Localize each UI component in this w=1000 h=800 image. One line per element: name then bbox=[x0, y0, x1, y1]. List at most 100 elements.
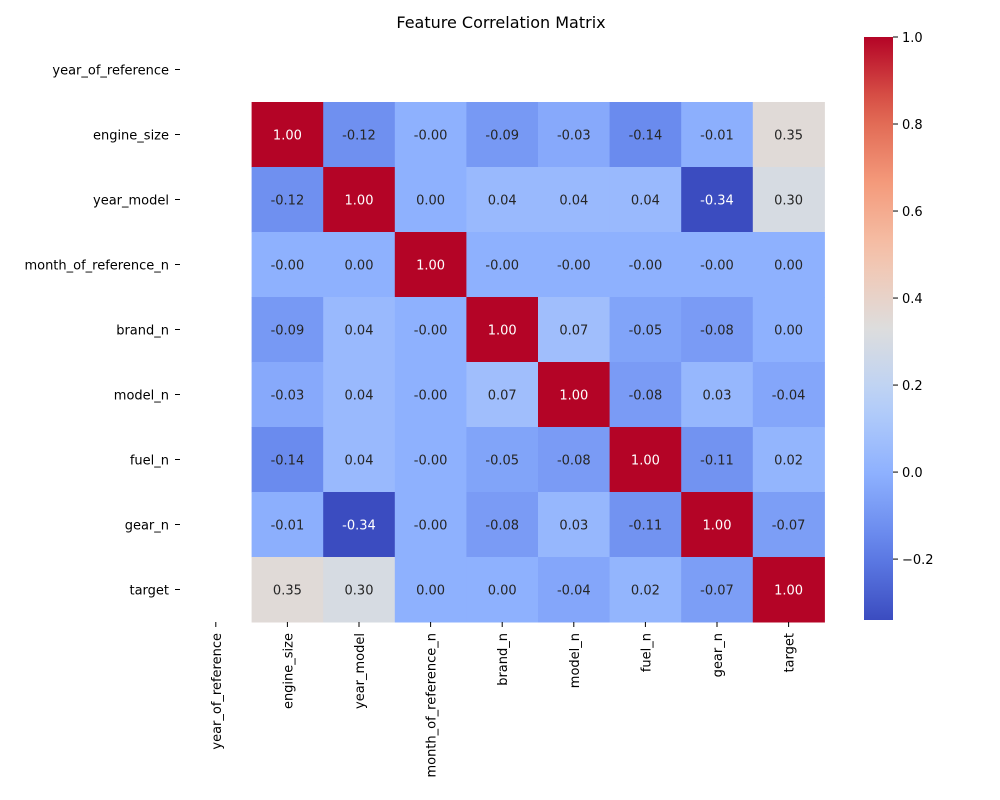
heatmap-cell bbox=[609, 557, 682, 623]
heatmap-cell bbox=[251, 102, 324, 168]
column-tick-label: brand_n bbox=[496, 633, 511, 686]
cell-value-label: -0.00 bbox=[700, 259, 734, 274]
cell-value-label: 1.00 bbox=[488, 324, 517, 339]
heatmap-cell bbox=[681, 427, 754, 493]
heatmap-cell bbox=[251, 232, 324, 298]
cell-value-label: 0.07 bbox=[488, 389, 517, 404]
heatmap-cell bbox=[394, 362, 467, 428]
cell-value-label: -0.00 bbox=[271, 259, 305, 274]
heatmap-cell bbox=[609, 427, 682, 493]
heatmap-cell bbox=[609, 362, 682, 428]
row-tick-label: fuel_n bbox=[130, 454, 169, 469]
heatmap-cell bbox=[323, 492, 396, 558]
cell-value-label: -0.01 bbox=[271, 519, 305, 534]
heatmap-cell bbox=[323, 427, 396, 493]
cell-value-label: -0.01 bbox=[700, 129, 734, 144]
cell-value-label: 0.04 bbox=[345, 324, 374, 339]
colorbar-tick-label: 1.0 bbox=[902, 31, 923, 46]
cell-value-label: 1.00 bbox=[559, 389, 588, 404]
cell-value-label: 0.00 bbox=[774, 324, 803, 339]
heatmap-cell bbox=[538, 232, 611, 298]
cell-value-label: 1.00 bbox=[416, 259, 445, 274]
cell-value-label: -0.00 bbox=[414, 324, 448, 339]
cell-value-label: 1.00 bbox=[703, 519, 732, 534]
heatmap-cell bbox=[394, 232, 467, 298]
cell-value-label: -0.12 bbox=[271, 194, 305, 209]
cell-value-label: -0.00 bbox=[485, 259, 519, 274]
heatmap-cell bbox=[538, 557, 611, 623]
cell-value-label: 0.00 bbox=[345, 259, 374, 274]
row-tick-label: gear_n bbox=[125, 519, 169, 534]
cell-value-label: 0.07 bbox=[559, 324, 588, 339]
chart-title: Feature Correlation Matrix bbox=[396, 13, 605, 32]
cell-value-label: -0.04 bbox=[772, 389, 806, 404]
column-tick-label: year_of_reference bbox=[210, 633, 225, 750]
cell-value-label: 0.04 bbox=[631, 194, 660, 209]
column-tick-labels: year_of_reference engine_size year_model mo… bbox=[210, 622, 798, 778]
heatmap-cell bbox=[394, 557, 467, 623]
heatmap-cell bbox=[323, 102, 396, 168]
heatmap-cell bbox=[681, 557, 754, 623]
heatmap-cell bbox=[752, 232, 825, 298]
cell-value-label: -0.09 bbox=[485, 129, 519, 144]
cell-value-label: -0.00 bbox=[629, 259, 663, 274]
cell-value-label: 0.30 bbox=[774, 194, 803, 209]
cell-value-label: 1.00 bbox=[345, 194, 374, 209]
cell-value-label: -0.09 bbox=[271, 324, 305, 339]
heatmap-cell bbox=[681, 297, 754, 363]
colorbar-tick-label: −0.2 bbox=[902, 553, 934, 568]
cell-value-label: 0.02 bbox=[631, 584, 660, 599]
cell-value-label: -0.03 bbox=[271, 389, 305, 404]
heatmap-cell bbox=[251, 557, 324, 623]
heatmap-cell bbox=[323, 557, 396, 623]
row-tick-label: month_of_reference_n bbox=[24, 259, 169, 274]
heatmap-cell bbox=[251, 167, 324, 233]
heatmap-cell bbox=[251, 427, 324, 493]
cell-value-label: -0.00 bbox=[414, 519, 448, 534]
heatmap-cell bbox=[609, 167, 682, 233]
column-tick-label: month_of_reference_n bbox=[425, 633, 440, 778]
row-tick-label: year_of_reference bbox=[52, 64, 169, 79]
cell-value-label: 0.04 bbox=[488, 194, 517, 209]
heatmap-cell bbox=[251, 362, 324, 428]
heatmap-cell bbox=[394, 492, 467, 558]
colorbar-tick-label: 0.0 bbox=[902, 466, 923, 481]
cell-value-label: -0.05 bbox=[629, 324, 663, 339]
heatmap-cell bbox=[466, 362, 539, 428]
cell-value-label: 1.00 bbox=[774, 584, 803, 599]
heatmap-cell bbox=[538, 167, 611, 233]
heatmap-cell bbox=[609, 297, 682, 363]
heatmap-cell bbox=[323, 167, 396, 233]
cell-value-label: -0.04 bbox=[557, 584, 591, 599]
heatmap-cell bbox=[681, 102, 754, 168]
heatmap-cell bbox=[752, 167, 825, 233]
row-tick-labels: year_of_reference engine_size year_modelmo… bbox=[24, 64, 180, 599]
heatmap-cell bbox=[681, 167, 754, 233]
cell-value-label: -0.34 bbox=[342, 519, 376, 534]
heatmap-cell bbox=[681, 232, 754, 298]
cell-value-label: 0.03 bbox=[559, 519, 588, 534]
row-tick-label: target bbox=[129, 584, 169, 599]
cell-value-label: -0.03 bbox=[557, 129, 591, 144]
cell-value-label: 0.00 bbox=[488, 584, 517, 599]
heatmap-cell bbox=[752, 362, 825, 428]
cell-value-label: -0.05 bbox=[485, 454, 519, 469]
cell-value-label: -0.08 bbox=[485, 519, 519, 534]
cell-value-label: -0.11 bbox=[629, 519, 663, 534]
cell-value-label: -0.00 bbox=[414, 129, 448, 144]
column-tick-label: engine_size bbox=[281, 633, 296, 709]
heatmap-cell bbox=[251, 492, 324, 558]
heatmap-cell bbox=[609, 232, 682, 298]
heatmap-cell bbox=[752, 427, 825, 493]
cell-value-label: 1.00 bbox=[631, 454, 660, 469]
heatmap-cell bbox=[466, 297, 539, 363]
heatmap-cell bbox=[466, 492, 539, 558]
heatmap-cell bbox=[323, 232, 396, 298]
heatmap-cell bbox=[609, 492, 682, 558]
cell-value-label: -0.00 bbox=[414, 454, 448, 469]
cell-value-label: -0.12 bbox=[342, 129, 376, 144]
heatmap-cell bbox=[752, 102, 825, 168]
cell-value-label: 0.04 bbox=[345, 389, 374, 404]
heatmap-cell bbox=[466, 557, 539, 623]
